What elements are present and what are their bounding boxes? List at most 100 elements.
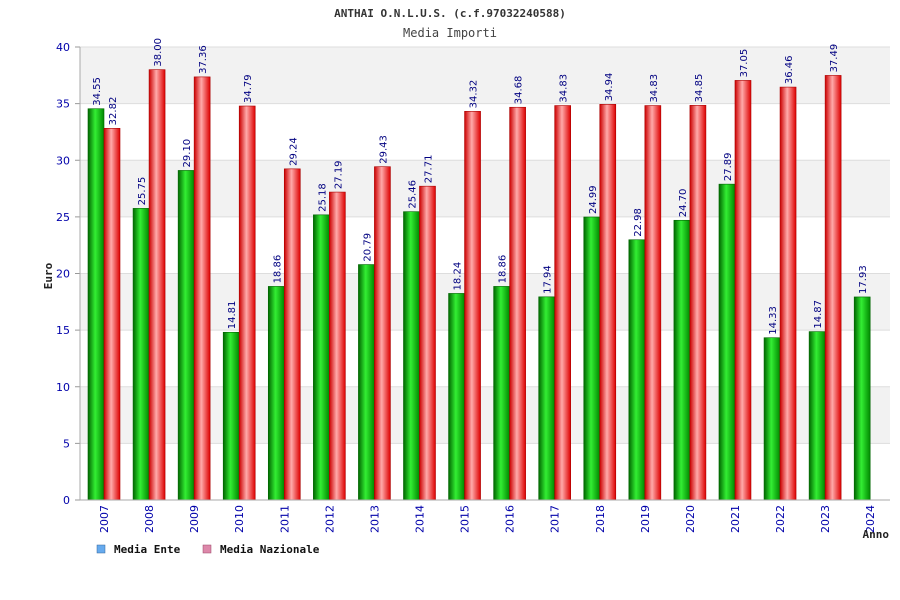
bar-media-ente-2015 (448, 293, 465, 501)
value-label: 25.18 (317, 183, 328, 212)
grid-bands (80, 47, 890, 444)
bar-media-ente-2009 (177, 170, 195, 501)
value-label: 37.05 (739, 49, 750, 78)
x-tick-label: 2018 (594, 505, 607, 533)
bar-media-ente-2018 (583, 216, 601, 501)
bar-media-ente-2017 (538, 296, 556, 501)
value-label: 17.93 (858, 265, 869, 294)
x-tick-label: 2022 (774, 505, 787, 533)
bar-media-nazionale-2010 (238, 105, 256, 501)
bar-media-ente-2012 (313, 214, 330, 501)
bars (87, 69, 871, 501)
y-tick-label: 5 (63, 437, 70, 450)
value-label: 14.81 (227, 301, 238, 330)
legend-swatch-media-nazionale (202, 544, 212, 554)
legend-label-media-nazionale: Media Nazionale (220, 543, 320, 556)
y-tick-label: 20 (56, 268, 70, 281)
y-tick-label: 40 (56, 41, 70, 54)
bar-media-nazionale-2017 (554, 105, 572, 501)
value-label: 24.99 (588, 185, 599, 214)
value-label: 24.70 (678, 189, 689, 218)
bar-media-nazionale-2023 (824, 75, 842, 501)
value-label: 32.82 (108, 97, 119, 126)
value-label: 34.32 (469, 80, 480, 109)
value-label: 37.36 (198, 45, 209, 74)
value-label: 34.55 (92, 77, 103, 106)
x-tick-label: 2014 (413, 505, 426, 533)
legend: Media Ente Media Nazionale (96, 543, 320, 556)
bar-media-ente-2008 (132, 208, 150, 501)
value-label: 18.86 (272, 255, 283, 284)
y-axis-ticks: 0 5 10 15 20 25 30 35 40 (56, 41, 70, 507)
chart-title: ANTHAI O.N.L.U.S. (c.f.97032240588) (334, 7, 566, 20)
x-tick-label: 2016 (504, 505, 517, 533)
x-tick-label: 2023 (819, 505, 832, 533)
bar-media-nazionale-2020 (689, 105, 707, 501)
x-tick-label: 2011 (278, 505, 291, 533)
value-label: 20.79 (362, 233, 373, 262)
x-tick-label: 2009 (188, 505, 201, 533)
grid-band (80, 47, 890, 104)
value-label: 34.83 (559, 74, 570, 103)
bar-media-ente-2014 (403, 211, 420, 501)
x-tick-label: 2017 (549, 505, 562, 533)
x-tick-label: 2015 (459, 505, 472, 533)
y-tick-label: 15 (56, 324, 70, 337)
value-label: 29.24 (288, 137, 299, 166)
value-label: 34.83 (649, 74, 660, 103)
value-label: 18.86 (498, 255, 509, 284)
bar-media-ente-2016 (493, 286, 510, 501)
legend-swatch-media-ente (96, 544, 106, 554)
value-label: 27.71 (423, 155, 434, 184)
legend-label-media-ente: Media Ente (114, 543, 181, 556)
value-label: 36.46 (784, 55, 795, 84)
bar-media-ente-2010 (222, 331, 240, 501)
bar-media-nazionale-2022 (779, 86, 797, 501)
x-tick-label: 2008 (143, 505, 156, 533)
value-labels: 34.55 32.82 25.75 38.00 29.10 37.36 14.81 34.79… (92, 38, 869, 335)
value-label: 37.49 (829, 44, 840, 73)
grid-band (80, 160, 890, 217)
y-tick-label: 10 (56, 381, 70, 394)
x-tick-label: 2021 (729, 505, 742, 533)
y-tick-label: 35 (56, 98, 70, 111)
bar-media-ente-2024 (853, 296, 871, 501)
y-tick-label: 0 (63, 494, 70, 507)
x-tick-label: 2010 (233, 505, 246, 533)
bar-media-nazionale-2012 (329, 191, 346, 501)
value-label: 27.89 (723, 153, 734, 182)
grid-band (80, 386, 890, 444)
bar-media-nazionale-2016 (509, 106, 526, 501)
value-label: 29.43 (378, 135, 389, 164)
value-label: 29.10 (182, 139, 193, 168)
bar-media-nazionale-2015 (464, 111, 481, 501)
value-label: 38.00 (153, 38, 164, 67)
bar-media-nazionale-2019 (644, 105, 662, 501)
bar-media-ente-2019 (628, 239, 646, 501)
bar-media-ente-2021 (718, 183, 736, 501)
x-tick-label: 2007 (98, 505, 111, 533)
value-label: 22.98 (633, 208, 644, 237)
value-label: 34.85 (694, 74, 705, 103)
x-tick-label: 2024 (864, 505, 877, 533)
value-label: 27.19 (333, 160, 344, 189)
x-tick-label: 2020 (684, 505, 697, 533)
value-label: 17.94 (543, 265, 554, 294)
bar-media-nazionale-2008 (148, 69, 166, 501)
value-label: 14.87 (813, 300, 824, 329)
bar-media-ente-2023 (808, 331, 826, 501)
bar-media-nazionale-2011 (283, 168, 301, 501)
bar-media-ente-2022 (763, 337, 781, 501)
x-tick-label: 2013 (368, 505, 381, 533)
value-label: 34.94 (604, 73, 615, 102)
bar-media-nazionale-2013 (374, 166, 391, 501)
value-label: 25.46 (407, 180, 418, 209)
bar-media-nazionale-2009 (193, 76, 211, 501)
value-label: 14.33 (768, 306, 779, 335)
value-label: 18.24 (453, 262, 464, 291)
bar-media-ente-2007 (87, 108, 105, 501)
bar-media-nazionale-2007 (103, 128, 121, 501)
x-tick-label: 2012 (323, 505, 336, 533)
x-axis-ticks: 2007 2008 2009 2010 2011 2012 2013 2014 2015 2016… (98, 505, 877, 533)
